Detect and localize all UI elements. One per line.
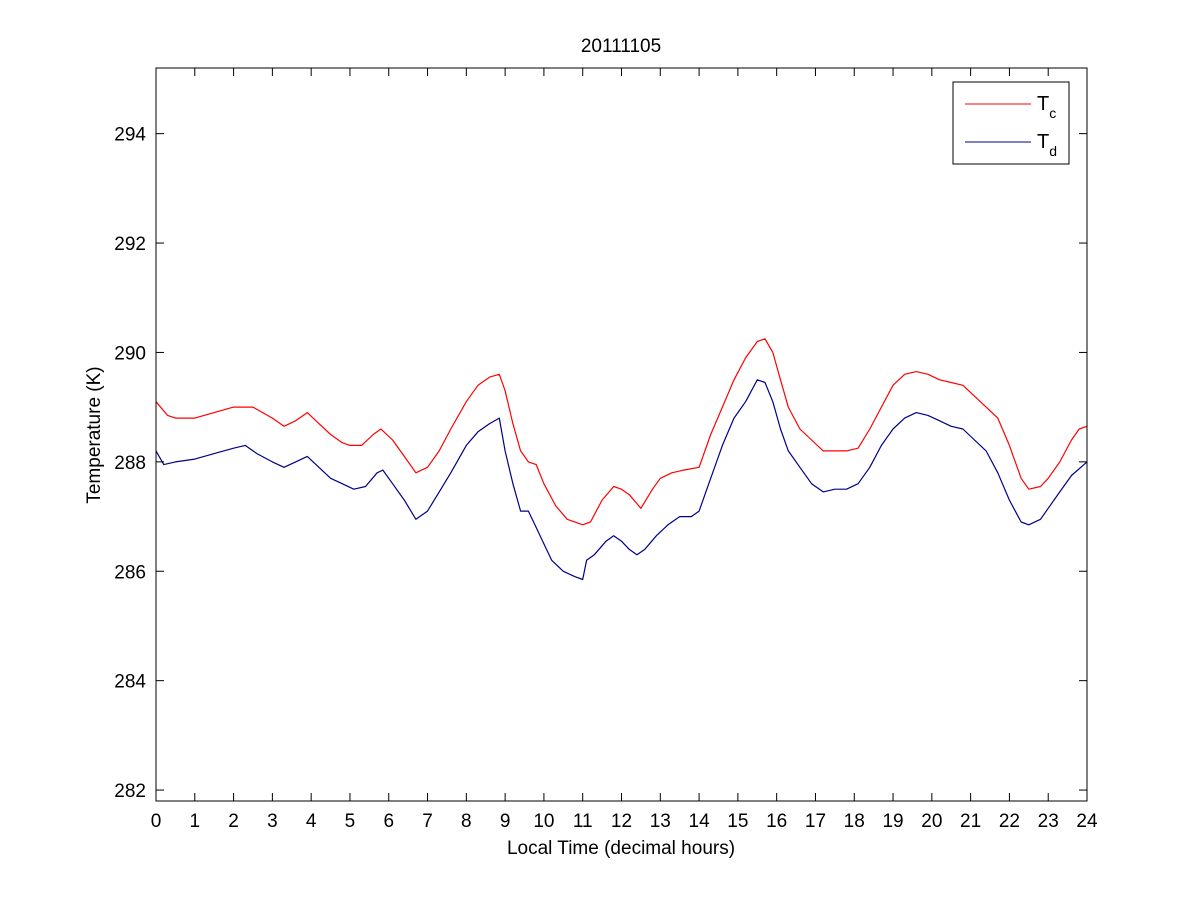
x-tick-label: 11	[573, 811, 593, 832]
y-tick-label: 288	[114, 453, 146, 474]
x-tick-label: 16	[766, 811, 787, 832]
legend-label-td: Td	[1037, 131, 1057, 159]
x-axis: 0 1 2 3 4 5 6 7 8 9 10 11 12 13 14 15 16 17 18 19 20 21 22 23 24	[151, 68, 1098, 832]
x-tick-label: 4	[306, 811, 317, 832]
y-tick-label: 294	[114, 125, 146, 146]
legend-label-td-main: T	[1037, 131, 1049, 153]
y-tick-label: 290	[114, 343, 146, 364]
x-tick-label: 24	[1076, 811, 1098, 832]
x-tick-label: 13	[650, 811, 671, 832]
x-tick-label: 15	[727, 811, 748, 832]
x-tick-label: 5	[345, 811, 356, 832]
x-tick-label: 12	[611, 811, 632, 832]
legend-label-tc-main: T	[1037, 93, 1049, 115]
x-tick-label: 8	[461, 811, 472, 832]
x-tick-label: 0	[151, 811, 162, 832]
x-tick-label: 6	[383, 811, 394, 832]
series-line-td	[155, 379, 1088, 581]
x-tick-label: 17	[805, 811, 826, 832]
x-tick-label: 14	[689, 811, 711, 832]
series-line-tc	[155, 338, 1088, 526]
y-axis-label: Temperature (K)	[84, 366, 105, 503]
x-tick-label: 10	[533, 811, 554, 832]
x-tick-label: 19	[882, 811, 903, 832]
x-tick-label: 21	[960, 811, 981, 832]
x-tick-label: 9	[500, 811, 511, 832]
y-tick-label: 286	[114, 562, 146, 583]
legend-label-tc: Tc	[1037, 93, 1056, 121]
y-tick-label: 282	[114, 781, 146, 802]
x-tick-label: 1	[190, 811, 201, 832]
legend-label-tc-sub: c	[1049, 105, 1056, 121]
y-axis: 282 284 286 288 290 292 294	[114, 125, 1087, 802]
x-tick-label: 23	[1038, 811, 1059, 832]
y-tick-label: 284	[114, 672, 146, 693]
chart-title: 20111105	[581, 36, 661, 57]
series-layer	[155, 338, 1088, 581]
x-tick-label: 20	[921, 811, 942, 832]
y-tick-label: 292	[114, 234, 146, 255]
x-tick-label: 22	[999, 811, 1020, 832]
x-axis-label: Local Time (decimal hours)	[507, 838, 735, 859]
legend: Tc Td	[952, 81, 1070, 165]
x-tick-label: 2	[228, 811, 239, 832]
x-tick-label: 18	[844, 811, 865, 832]
legend-box	[952, 81, 1070, 165]
x-tick-label: 3	[267, 811, 278, 832]
legend-label-td-sub: d	[1049, 143, 1057, 159]
x-tick-label: 7	[422, 811, 433, 832]
plot-area	[156, 68, 1087, 801]
